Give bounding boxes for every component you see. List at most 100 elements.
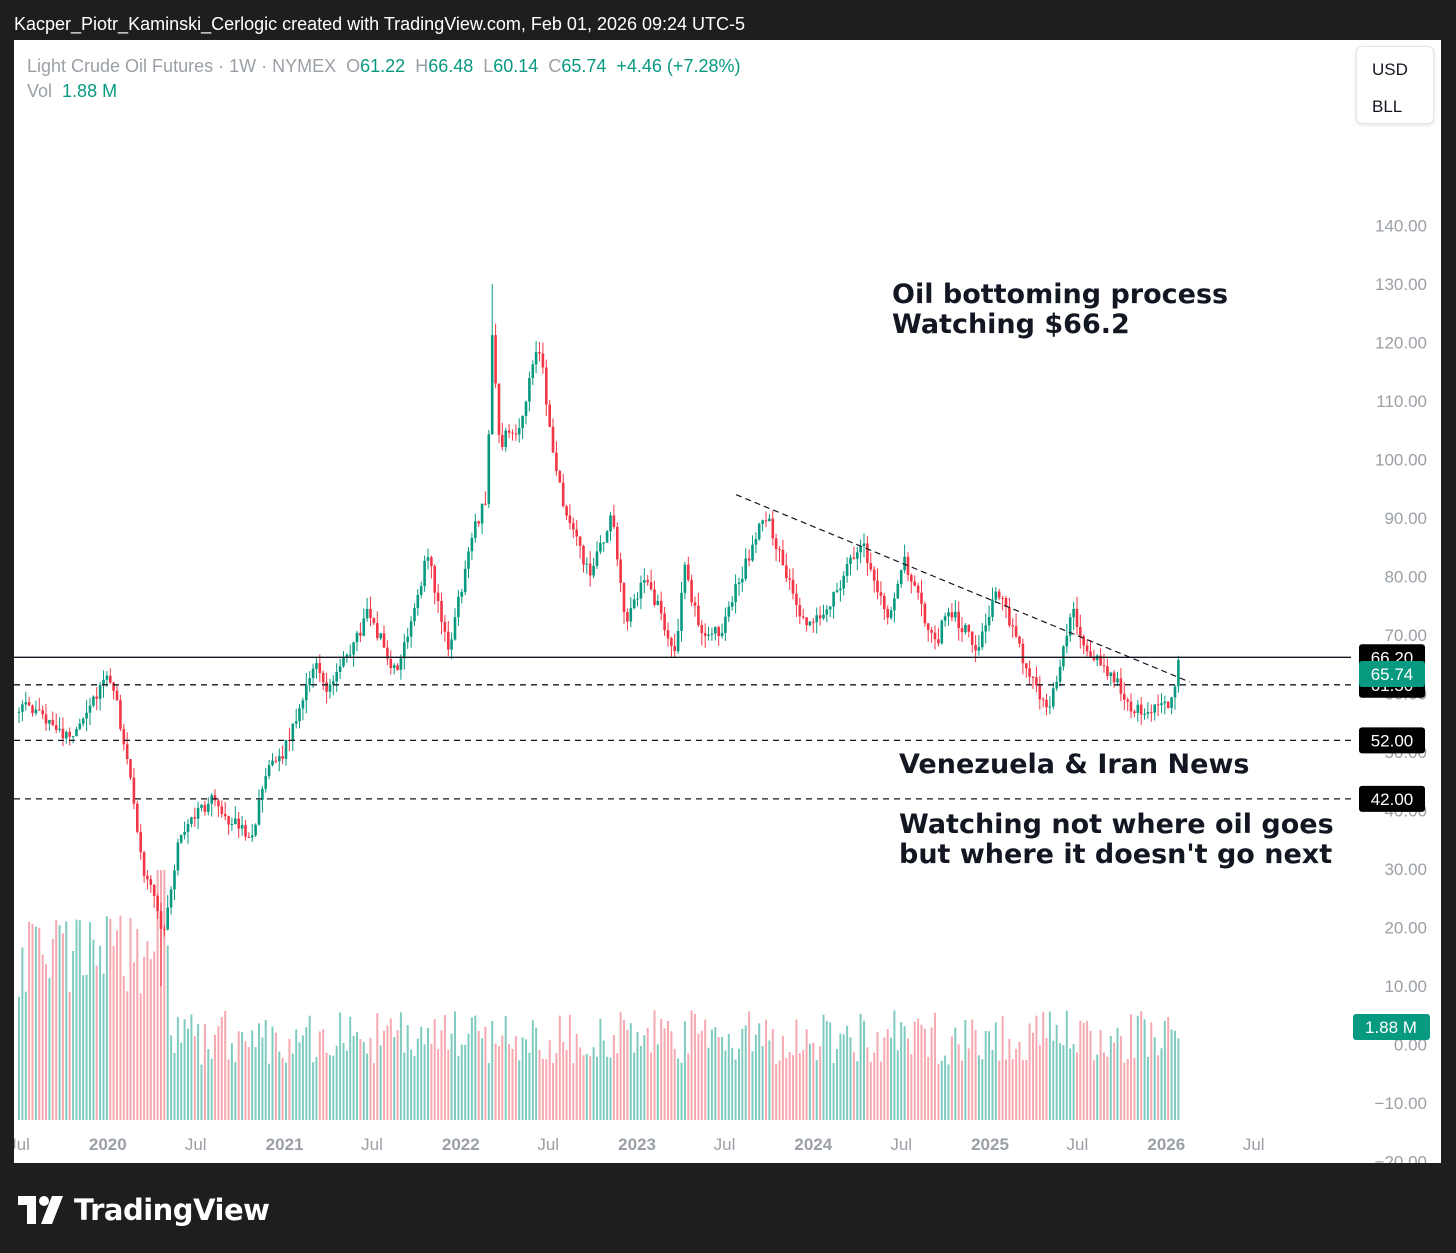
x-tick-label: 2024 <box>794 1135 832 1154</box>
candle-body <box>869 563 873 570</box>
candle-body <box>1166 701 1170 708</box>
volume-bar <box>72 951 75 1120</box>
volume-bar <box>315 1057 318 1120</box>
candle-body <box>122 728 126 745</box>
candle-body <box>987 616 991 626</box>
volume-bar <box>552 1062 554 1120</box>
volume-bar <box>433 1019 436 1120</box>
unit-label[interactable]: BLL <box>1372 97 1403 116</box>
candle-body <box>48 719 51 724</box>
candle-body <box>264 776 267 789</box>
volume-bar <box>180 1042 183 1120</box>
volume-bar <box>102 973 105 1120</box>
candle-body <box>622 583 626 613</box>
candle-body <box>267 765 271 776</box>
candle-body <box>822 614 825 619</box>
volume-bar <box>704 1019 707 1120</box>
volume-bar <box>1099 1029 1102 1120</box>
volume-bar <box>85 974 88 1120</box>
candle-body <box>359 632 362 636</box>
volume-bar <box>822 1014 825 1120</box>
candle-body <box>757 523 761 540</box>
y-tick-label: 20.00 <box>1384 919 1427 938</box>
volume-bar <box>372 1063 375 1120</box>
volume-bar <box>1042 1011 1045 1120</box>
volume-bar <box>805 1029 808 1120</box>
volume-bar <box>193 1036 196 1120</box>
brand-wordmark: TradingView <box>74 1193 270 1227</box>
annotation-line: Watching not where oil goes <box>899 809 1334 840</box>
candle-body <box>220 806 224 814</box>
volume-bar <box>454 1011 456 1120</box>
candle-body <box>876 580 879 593</box>
candle-body <box>271 760 274 766</box>
volume-bar <box>21 947 24 1120</box>
price-chart[interactable]: 140.00 130.00 120.00 110.00 100.00 90.00 80.00… <box>14 40 1441 1163</box>
candle-body <box>24 702 28 705</box>
volume-bar <box>957 1044 960 1120</box>
volume-bar <box>903 1026 906 1120</box>
volume-bar <box>541 1058 544 1120</box>
volume-bar <box>984 1031 987 1120</box>
candle-body <box>1123 693 1126 700</box>
volume-bar <box>396 1030 399 1120</box>
volume-bar <box>261 1037 264 1120</box>
currency-unit-box[interactable]: USD BLL <box>1356 46 1434 124</box>
volume-bar <box>457 1056 460 1120</box>
volume-bar <box>1015 1049 1018 1120</box>
volume-bar <box>886 1029 889 1120</box>
candle-body <box>291 723 295 741</box>
candle-body <box>210 795 213 804</box>
close-label: C <box>548 56 562 76</box>
volume-bar <box>498 1045 500 1120</box>
candle-body <box>774 538 778 550</box>
volume-bar <box>859 1013 862 1120</box>
candle-body <box>883 595 886 610</box>
volume-bar <box>1059 1043 1062 1120</box>
volume-bar <box>998 1060 1001 1120</box>
currency-label[interactable]: USD <box>1372 60 1408 79</box>
volume-bar <box>109 918 112 1120</box>
volume-bar <box>940 1060 943 1120</box>
volume-bar <box>927 1056 930 1120</box>
candle-body <box>372 618 376 624</box>
candle-body <box>386 647 389 659</box>
y-tick-label: 110.00 <box>1376 392 1427 411</box>
candle-body <box>818 615 822 619</box>
volume-bar <box>545 1059 548 1120</box>
volume-bar <box>190 1014 193 1120</box>
candle-body <box>683 564 687 593</box>
candle-body <box>1109 672 1113 676</box>
candle-body <box>423 560 426 587</box>
volume-bar <box>680 1062 683 1120</box>
annotation-line: Oil bottoming process <box>892 279 1229 310</box>
candle-body <box>926 623 930 630</box>
volume-bar <box>214 1034 216 1120</box>
volume-bar <box>741 1029 744 1120</box>
candle-body <box>707 634 710 636</box>
candle-body <box>338 666 342 672</box>
volume-bar <box>31 924 34 1120</box>
volume-bar <box>197 1023 200 1120</box>
volume-bar <box>1113 1042 1116 1120</box>
volume-bar <box>298 1042 301 1120</box>
candle-body <box>193 817 197 819</box>
candle-body <box>1004 598 1008 607</box>
candle-body <box>730 602 734 607</box>
candle-body <box>335 672 338 682</box>
candle-body <box>227 816 230 825</box>
candle-body <box>453 617 457 640</box>
candle-body <box>382 633 386 648</box>
candle-body <box>896 584 900 599</box>
candle-body <box>1082 636 1085 646</box>
candle-body <box>1055 681 1058 689</box>
candle-body <box>426 557 430 561</box>
volume-bar <box>879 1061 882 1120</box>
candle-body <box>768 518 771 522</box>
candle-body <box>785 565 788 579</box>
y-tick-label: 0.00 <box>1394 1036 1427 1055</box>
candle-body <box>690 579 693 603</box>
high-label: H <box>415 56 429 76</box>
candle-body <box>284 740 288 759</box>
chart-panel[interactable]: 140.00 130.00 120.00 110.00 100.00 90.00 80.00… <box>14 40 1441 1163</box>
